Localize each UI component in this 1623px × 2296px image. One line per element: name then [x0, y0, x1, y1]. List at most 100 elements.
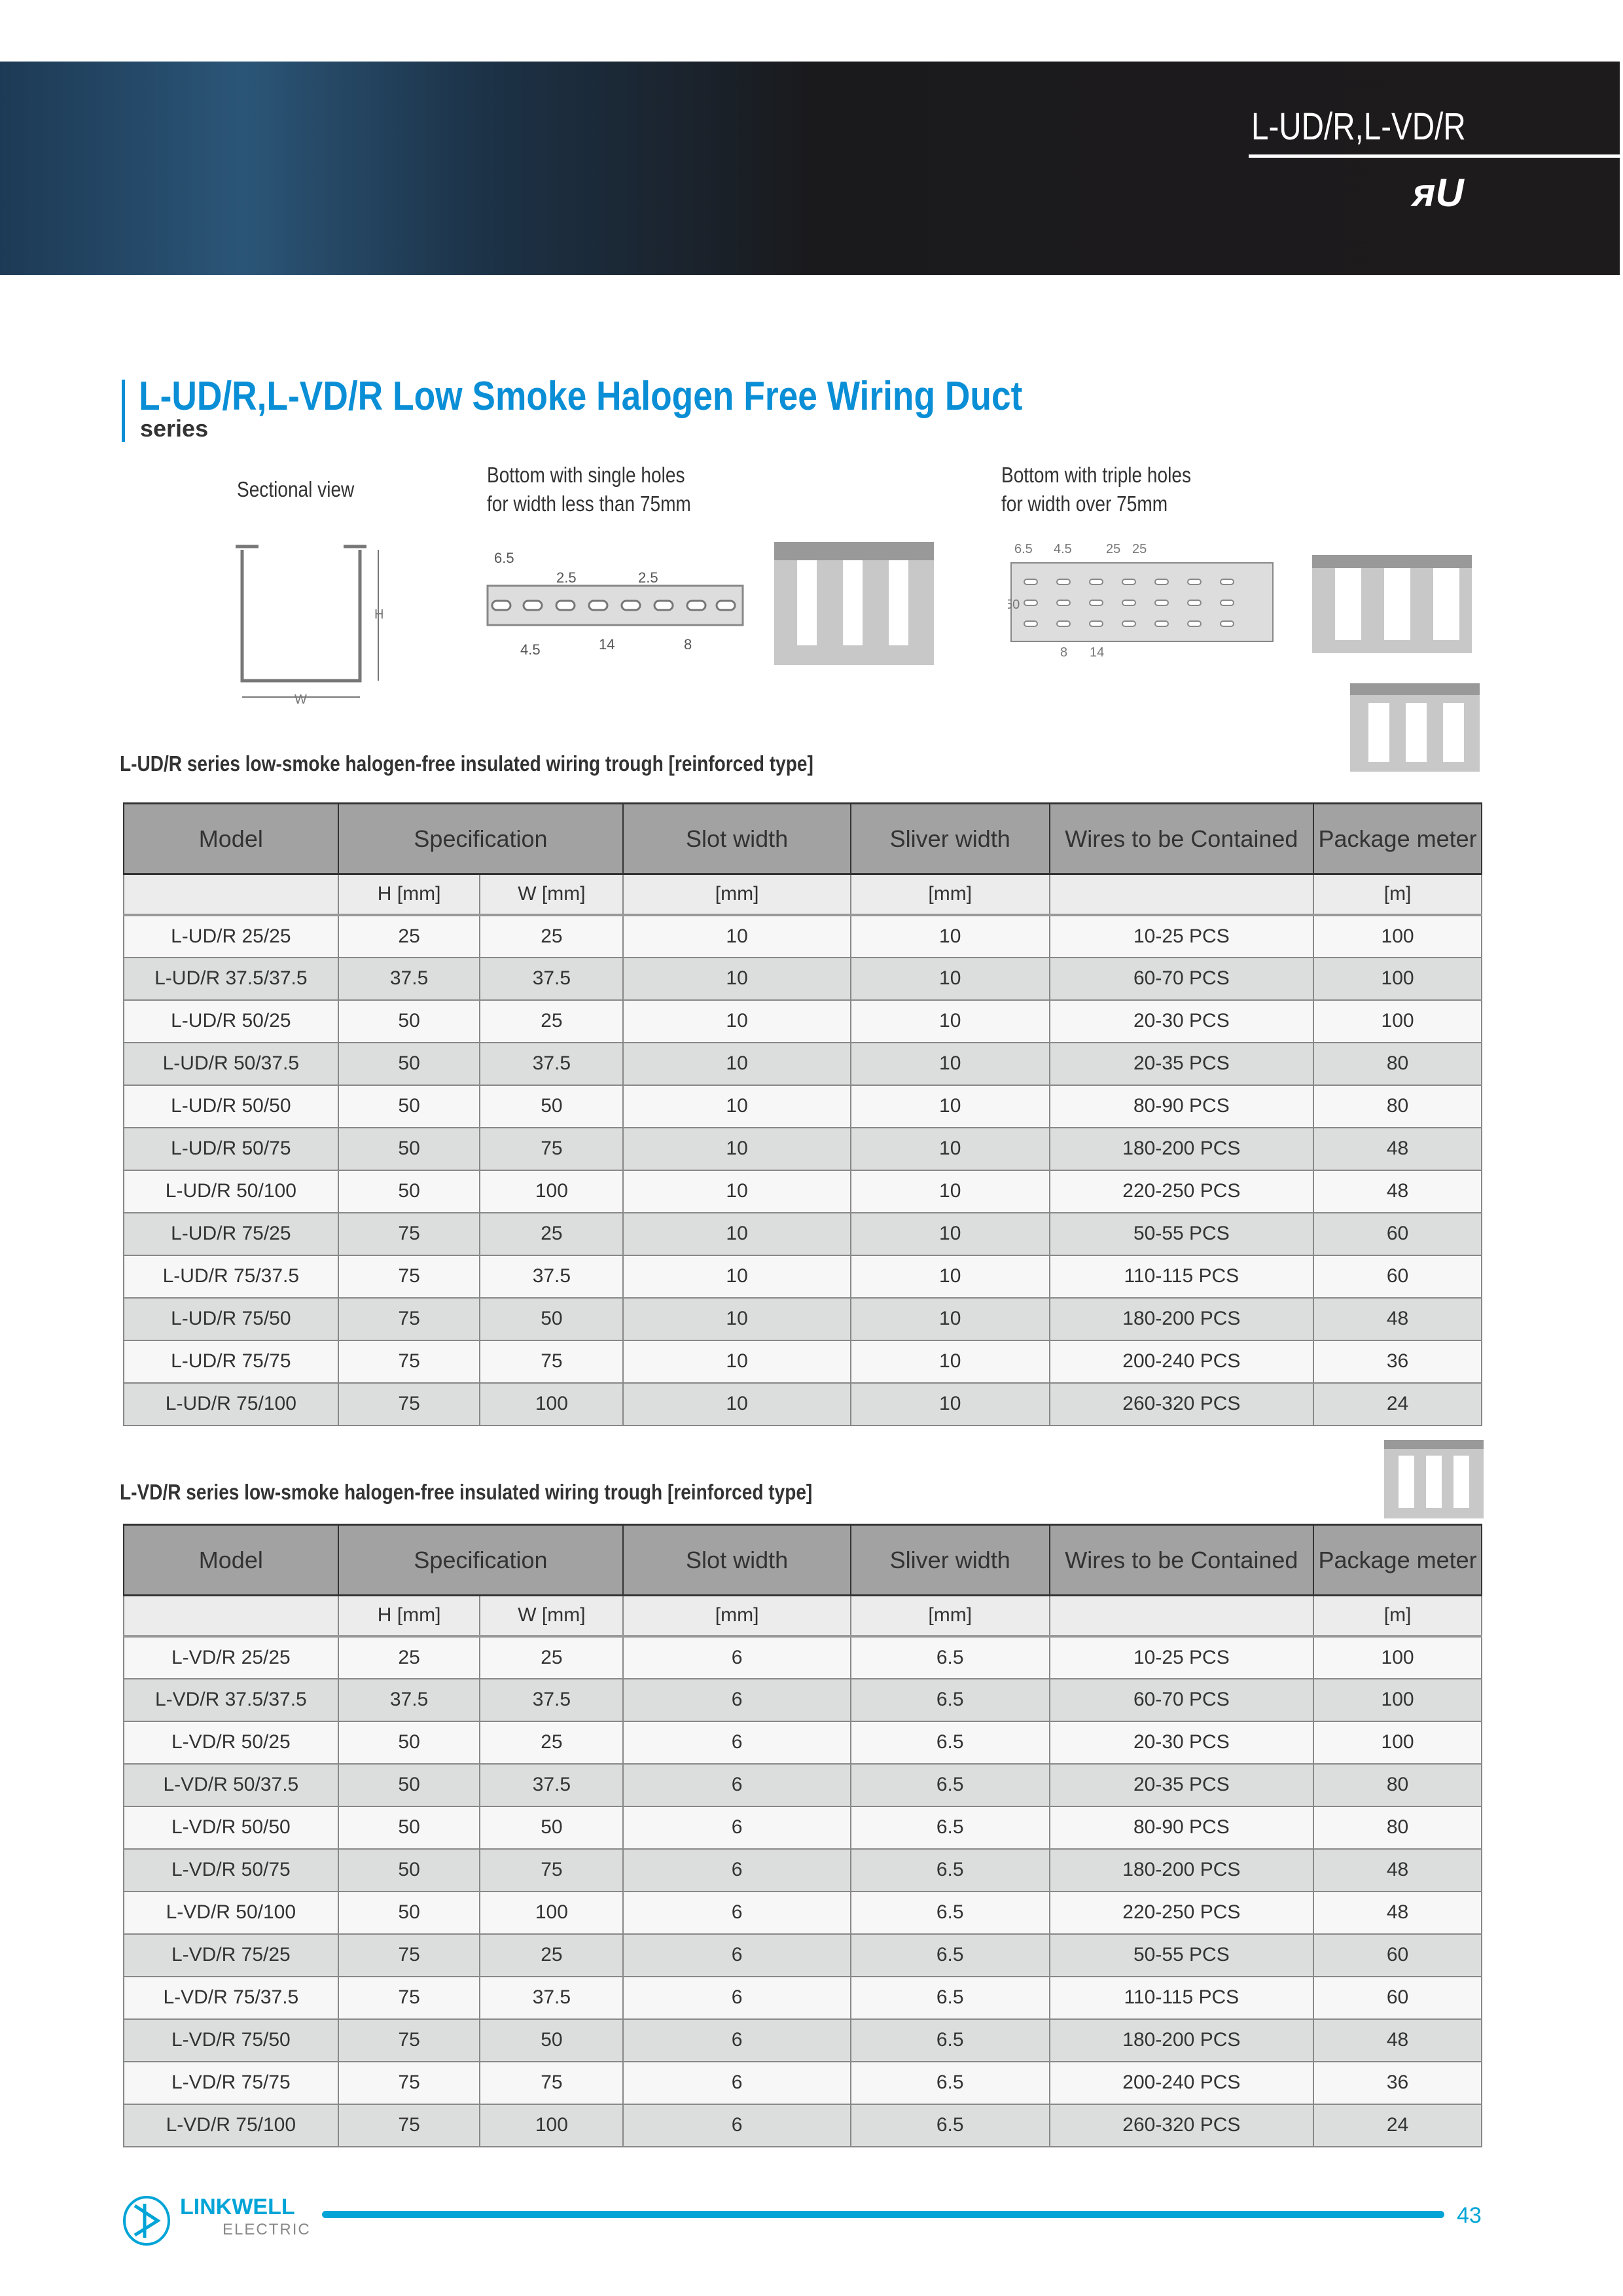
table-cell: 100 — [1313, 1635, 1482, 1679]
table-row: L-UD/R 50/25 50 25 10 10 20-30 PCS 100 — [123, 999, 1482, 1043]
table-cell: 6.5 — [849, 2018, 1050, 2062]
table-cell: 75 — [337, 2060, 481, 2105]
column-header: Sliver width — [849, 1524, 1050, 1596]
table-cell: 75 — [337, 1975, 481, 2020]
title-accent-bar — [122, 380, 125, 442]
page-subtitle: series — [140, 415, 209, 442]
table-cell: 10-25 PCS — [1048, 914, 1315, 958]
table-cell: 37.5 — [479, 1041, 624, 1086]
column-header: Package meter — [1313, 1524, 1482, 1596]
table-cell: 60 — [1313, 1254, 1482, 1299]
table-cell: 75 — [337, 1382, 481, 1426]
table-row: L-VD/R 50/75 50 75 6 6.5 180-200 PCS 48 — [123, 1848, 1482, 1892]
table-cell: 75 — [337, 1254, 481, 1299]
table-cell: 10 — [622, 1297, 851, 1341]
table-cell: 50 — [337, 1720, 481, 1765]
triple-holes-photo-2 — [1350, 683, 1480, 772]
caption-single-2: for width less than 75mm — [487, 492, 691, 516]
page-title: L-UD/R,L-VD/R Low Smoke Halogen Free Wir… — [139, 374, 1023, 419]
unit-cell: [m] — [1313, 873, 1482, 916]
table-cell: 6.5 — [849, 1805, 1050, 1850]
table-row: L-UD/R 75/37.5 75 37.5 10 10 110-115 PCS 60 — [123, 1254, 1482, 1299]
table-cell: 37.5 — [479, 1975, 624, 2020]
svg-text:6.5: 6.5 — [1014, 542, 1033, 556]
table-cell: 25 — [479, 914, 624, 958]
unit-cell: H [mm] — [337, 1594, 481, 1638]
table-row: L-VD/R 75/100 75 100 6 6.5 260-320 PCS 24 — [123, 2103, 1482, 2147]
table-cell: 25 — [479, 1635, 624, 1679]
table-cell: L-UD/R 50/50 — [123, 1084, 339, 1128]
table-cell: L-VD/R 75/50 — [123, 2018, 339, 2062]
table-cell: 100 — [479, 1382, 624, 1426]
table-cell: 100 — [1313, 1720, 1482, 1765]
table-cell: 10 — [849, 1084, 1050, 1128]
table-cell: 6.5 — [849, 1933, 1050, 1977]
table-cell: L-VD/R 50/50 — [123, 1805, 339, 1850]
caption-triple-1: Bottom with triple holes — [1001, 463, 1191, 487]
table-cell: 6 — [622, 2018, 851, 2062]
table-cell: 75 — [337, 2103, 481, 2147]
table-cell: L-VD/R 75/25 — [123, 1933, 339, 1977]
unit-cell — [123, 873, 339, 916]
table-cell: 6 — [622, 1848, 851, 1892]
single-holes-drawing: 6.5 2.5 2.5 4.5 14 8 — [486, 550, 744, 658]
table-row: L-VD/R 50/25 50 25 6 6.5 20-30 PCS 100 — [123, 1720, 1482, 1765]
unit-cell — [1048, 873, 1315, 916]
svg-text:8: 8 — [1060, 645, 1067, 658]
column-header: Package meter — [1313, 802, 1482, 875]
table-cell: 6 — [622, 1763, 851, 1807]
table-cell: 10 — [849, 999, 1050, 1043]
svg-text:8: 8 — [684, 636, 692, 653]
table-cell: 10 — [622, 914, 851, 958]
table-cell: 37.5 — [479, 956, 624, 1001]
table-cell: L-UD/R 75/37.5 — [123, 1254, 339, 1299]
table-cell: 48 — [1313, 1890, 1482, 1935]
table-cell: 37.5 — [337, 1677, 481, 1722]
table-cell: 10 — [849, 1041, 1050, 1086]
table2-caption: L-VD/R series low-smoke halogen-free ins… — [120, 1480, 813, 1504]
table-cell: 6.5 — [849, 2060, 1050, 2105]
table-cell: 50 — [479, 1084, 624, 1128]
triple-holes-photo-1 — [1312, 555, 1472, 653]
table-cell: 50 — [337, 1805, 481, 1850]
sectional-view-drawing: H W — [236, 545, 383, 707]
table-cell: 200-240 PCS — [1048, 1339, 1315, 1384]
linkwell-logo-icon — [123, 2196, 170, 2246]
triple-holes-drawing: 6.5 4.5 25 25 50 8 14 — [1008, 542, 1274, 658]
table-cell: 25 — [479, 999, 624, 1043]
table-row: L-VD/R 50/50 50 50 6 6.5 80-90 PCS 80 — [123, 1805, 1482, 1850]
single-holes-photo — [774, 542, 934, 665]
table-cell: 6 — [622, 1635, 851, 1679]
divider — [1249, 154, 1620, 158]
table-cell: 50 — [479, 1805, 624, 1850]
table-cell: 10 — [622, 1382, 851, 1426]
ul-cert-logo: ᴙU — [1412, 171, 1464, 215]
table-row: L-VD/R 75/75 75 75 6 6.5 200-240 PCS 36 — [123, 2060, 1482, 2105]
table-cell: 75 — [479, 1848, 624, 1892]
table-cell: 10 — [849, 956, 1050, 1001]
table-cell: 6.5 — [849, 1763, 1050, 1807]
table-row: L-UD/R 50/37.5 50 37.5 10 10 20-35 PCS 80 — [123, 1041, 1482, 1086]
column-header: Wires to be Contained — [1048, 1524, 1315, 1596]
table-cell: 20-30 PCS — [1048, 1720, 1315, 1765]
table-cell: 10 — [849, 1339, 1050, 1384]
table-cell: 75 — [337, 1339, 481, 1384]
table-cell: L-VD/R 75/75 — [123, 2060, 339, 2105]
table-cell: L-VD/R 50/37.5 — [123, 1763, 339, 1807]
table-cell: L-UD/R 75/75 — [123, 1339, 339, 1384]
table-cell: L-UD/R 50/25 — [123, 999, 339, 1043]
table-row: L-UD/R 75/75 75 75 10 10 200-240 PCS 36 — [123, 1339, 1482, 1384]
table-cell: 25 — [337, 914, 481, 958]
table-cell: 48 — [1313, 1126, 1482, 1171]
table-l-vd-r: Model Specification Slot width Sliver width… — [123, 1524, 1482, 2147]
slot-photo — [1384, 1440, 1484, 1518]
table-cell: L-UD/R 37.5/37.5 — [123, 956, 339, 1001]
table-cell: 50 — [337, 1848, 481, 1892]
table-cell: 48 — [1313, 2018, 1482, 2062]
table-cell: 260-320 PCS — [1048, 1382, 1315, 1426]
table-cell: 10 — [849, 1169, 1050, 1213]
table-cell: 10 — [849, 1211, 1050, 1256]
page-number: 43 — [1457, 2203, 1482, 2228]
table-cell: 110-115 PCS — [1048, 1254, 1315, 1299]
table-cell: L-VD/R 50/75 — [123, 1848, 339, 1892]
